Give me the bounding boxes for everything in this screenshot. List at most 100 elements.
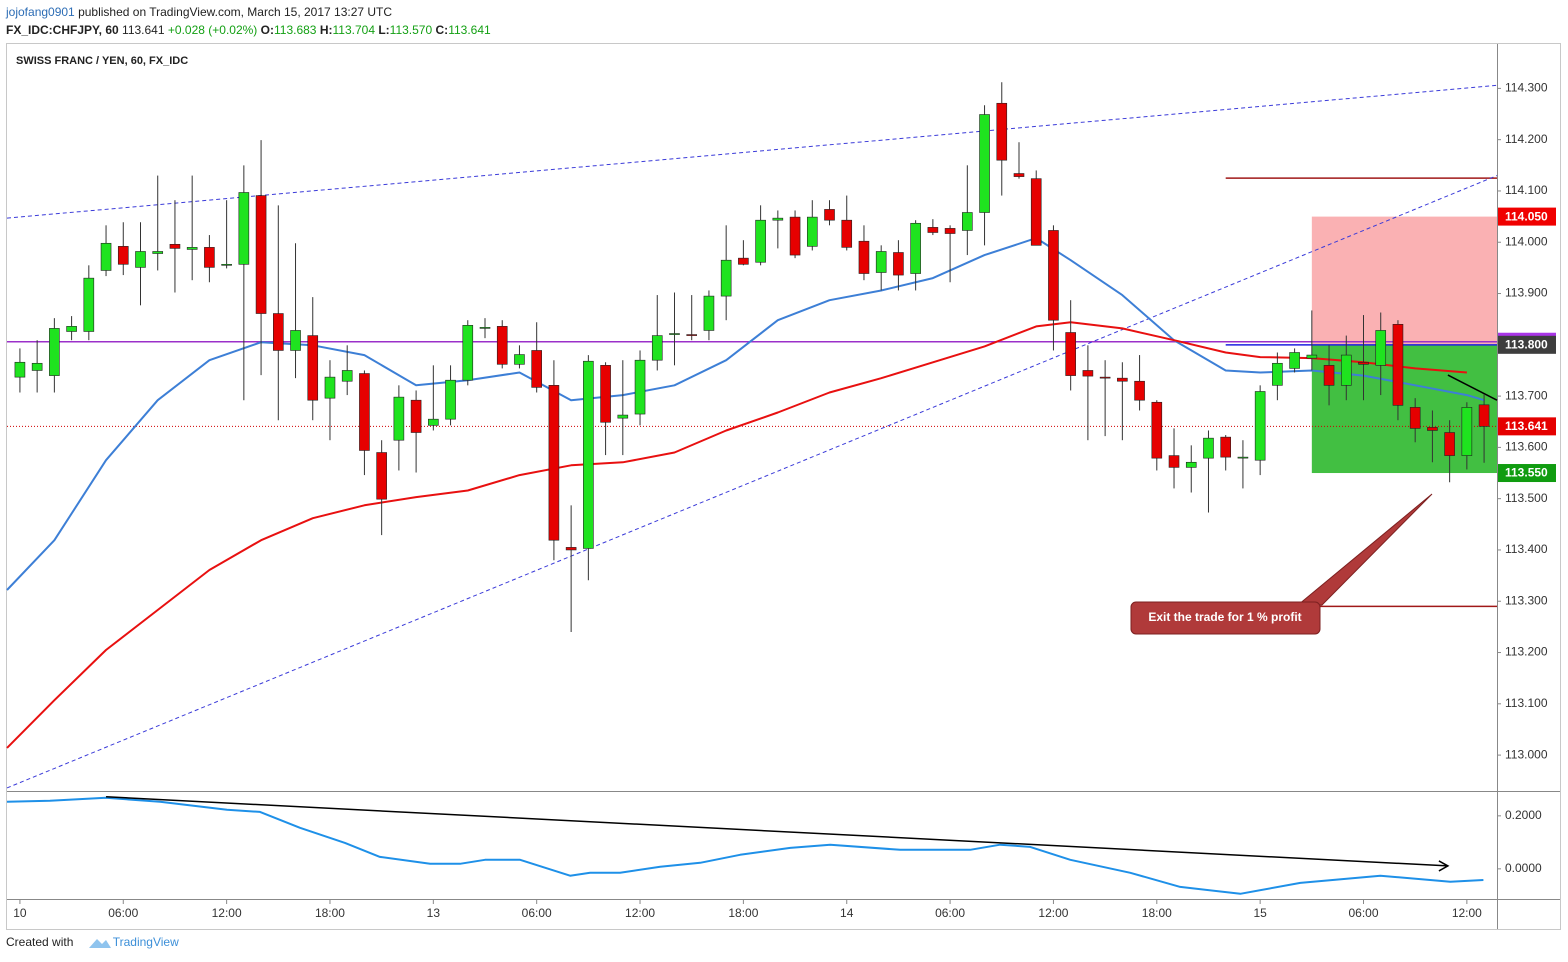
candle-body (548, 385, 560, 541)
candle-body (1117, 377, 1128, 382)
candle-body (135, 251, 146, 268)
candle-body (738, 257, 749, 265)
candle-body (565, 547, 577, 551)
y-tick-label: 113.700 (1505, 388, 1548, 402)
callout-text: Exit the trade for 1 % profit (1148, 610, 1301, 624)
last: 113.641 (122, 23, 165, 37)
candle-body (376, 452, 387, 500)
candle-body (1254, 391, 1266, 461)
footer: Created with TradingView (6, 935, 179, 949)
candle-body (186, 247, 198, 250)
candle-body (1203, 437, 1214, 459)
brand[interactable]: TradingView (112, 935, 179, 949)
candle-body (169, 243, 181, 249)
x-tick-label: 06:00 (935, 906, 965, 920)
candle-body (531, 350, 542, 388)
candle-body (1478, 404, 1490, 427)
x-tick-label: 12:00 (212, 906, 242, 920)
price-tag-label: 113.800 (1505, 337, 1548, 351)
callout-box (1130, 601, 1321, 635)
oscillator-trend (106, 796, 1448, 867)
h-label: H: (319, 23, 333, 37)
candle-body (1392, 323, 1404, 406)
candle-body (789, 216, 801, 256)
user[interactable]: jojofang0901 (6, 5, 75, 19)
candle-body (669, 333, 680, 335)
y-tick-label: 114.300 (1505, 81, 1548, 95)
y-tick-label: 113.500 (1505, 491, 1548, 505)
x-tick-label: 12:00 (625, 906, 655, 920)
candle-body (1358, 361, 1369, 365)
candle-body (221, 263, 232, 266)
h: 113.704 (332, 23, 376, 37)
x-tick-label: 18:00 (728, 906, 758, 920)
candle-body (703, 295, 715, 331)
candle-body (686, 334, 698, 336)
candle-body (341, 370, 353, 382)
x-tick-label: 12:00 (1452, 906, 1482, 920)
symbol: FX_IDC:CHFJPY, 60 (6, 23, 119, 37)
frame (6, 43, 1561, 930)
candle-body (1289, 352, 1300, 369)
candle-body (858, 240, 870, 274)
c: 113.641 (448, 23, 491, 37)
candle-body (462, 325, 474, 381)
y-tick-label: 113.200 (1505, 645, 1548, 659)
candle-body (1272, 362, 1283, 386)
y-tick-label: 114.100 (1505, 183, 1548, 197)
candle-body (514, 354, 525, 365)
trend-line (1447, 374, 1498, 401)
y-tick-label: 114.200 (1505, 132, 1548, 146)
candle-body (1306, 354, 1318, 359)
y-tick-label: 113.600 (1505, 440, 1548, 454)
y-tick-label: 113.000 (1505, 747, 1548, 761)
o-label: O: (260, 23, 274, 37)
y-tick-label: 113.400 (1505, 542, 1548, 556)
candle-body (1237, 456, 1249, 459)
candle-body (979, 114, 990, 213)
candle-body (910, 222, 921, 274)
price-tag-label: 114.050 (1505, 209, 1548, 223)
annotation: Exit the trade for 1 % profit (1130, 493, 1433, 635)
x-tick-label: 14 (840, 906, 854, 920)
header-line: jojofang0901 published on TradingView.co… (6, 3, 491, 21)
candle-body (1323, 365, 1335, 386)
candle-body (893, 252, 904, 276)
header: jojofang0901 published on TradingView.co… (6, 3, 491, 39)
x-tick-label: 18:00 (315, 906, 345, 920)
candle-body (1134, 380, 1145, 401)
price-tag-label: 113.641 (1505, 419, 1548, 433)
candle-body (66, 326, 77, 332)
candle-body (255, 195, 267, 314)
logo (89, 939, 111, 948)
price-tag (1498, 417, 1556, 436)
candle-body (273, 313, 284, 351)
candle-body (806, 216, 818, 247)
x-tick-label: 15 (1253, 906, 1267, 920)
callout-tail (1296, 493, 1433, 606)
main-layer: 113.000 113.100 113.200 113.300 113.400 113.5… (6, 81, 1556, 920)
candle-body (1168, 455, 1180, 468)
candle-body (428, 418, 439, 426)
candle-body (944, 228, 956, 234)
moving-average (6, 321, 1467, 749)
candle-body (1048, 230, 1059, 321)
candle-body (100, 242, 112, 271)
x-tick-label: 13 (427, 906, 441, 920)
candle-body (1427, 427, 1438, 431)
price-tag (1498, 464, 1556, 483)
x-tick-label: 10 (13, 906, 27, 920)
o: 113.683 (273, 23, 317, 37)
created: Created with (6, 935, 74, 949)
price-tag (1498, 335, 1556, 354)
x-tick-label: 06:00 (522, 906, 552, 920)
y-tick-label: 113.300 (1505, 593, 1548, 607)
x-tick-label: 06:00 (1348, 906, 1378, 920)
candle-body (824, 209, 835, 221)
candle-body (117, 246, 129, 265)
candle-body (496, 326, 508, 365)
candle-body (445, 379, 456, 420)
candle-body (720, 259, 732, 297)
candle-body (393, 396, 405, 441)
chart-title: SWISS FRANC / YEN, 60, FX_IDC (16, 55, 188, 67)
